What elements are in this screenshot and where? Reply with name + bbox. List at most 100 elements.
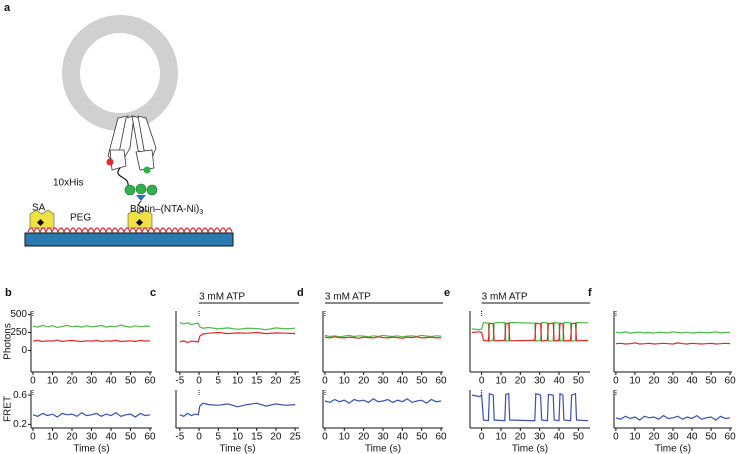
x-tick-label: 0 <box>613 432 619 443</box>
annotation: 3 mM ATP <box>199 292 245 303</box>
linker <box>117 167 129 187</box>
x-tick-label: 10 <box>629 376 641 387</box>
x-tick-label: 0 <box>196 376 202 387</box>
x-tick-label: 50 <box>573 432 585 443</box>
annotation: 3 mM ATP <box>325 292 371 303</box>
y-tick-label: 0.6 <box>13 390 27 401</box>
y-tick-label: 0.2 <box>13 419 27 430</box>
vesicle <box>62 15 178 131</box>
panel-label: c <box>150 287 156 299</box>
x-tick-label: 0 <box>479 432 485 443</box>
x-tick-label: 30 <box>377 376 389 387</box>
trace <box>32 411 151 418</box>
x-tick-label: 20 <box>66 376 78 387</box>
x-tick-label: 20 <box>358 376 370 387</box>
label-subscript: 3 <box>199 209 203 216</box>
x-tick-label: 25 <box>290 432 302 443</box>
x-tick-label: 0 <box>196 432 202 443</box>
x-tick-label: 10 <box>495 432 507 443</box>
label: SA <box>32 203 46 214</box>
y-tick-label: 250 <box>10 327 27 338</box>
green-dye <box>143 166 151 174</box>
x-tick-label: 10 <box>629 432 641 443</box>
x-label: Time (s) <box>73 444 109 454</box>
x-tick-label: 40 <box>105 376 117 387</box>
x-label: Time (s) <box>365 444 401 454</box>
x-tick-label: 50 <box>416 376 428 387</box>
x-tick-label: 10 <box>232 376 244 387</box>
surface <box>24 232 234 247</box>
trace <box>32 324 151 329</box>
y-tick-label: 0 <box>21 345 27 356</box>
label: 10xHis <box>53 178 84 189</box>
x-label: Time (s) <box>512 444 548 454</box>
trace <box>179 402 296 417</box>
trace <box>471 322 589 342</box>
x-tick-label: -5 <box>175 432 184 443</box>
trace <box>615 414 731 421</box>
x-label: Time (s) <box>219 444 255 454</box>
x-tick-label: 20 <box>270 432 282 443</box>
x-tick-label: 50 <box>706 432 718 443</box>
x-tick-label: 60 <box>725 432 737 443</box>
x-tick-label: 5 <box>216 432 222 443</box>
peg <box>27 227 233 234</box>
panel-label: d <box>297 287 304 299</box>
x-tick-label: 60 <box>144 432 156 443</box>
x-tick-label: 40 <box>553 432 565 443</box>
y-label: Photons <box>3 323 14 360</box>
x-tick-label: 50 <box>573 376 585 387</box>
streptavidin <box>29 209 55 229</box>
x-tick-label: 10 <box>339 432 351 443</box>
label: Biotin–(NTA-Ni)3 <box>130 204 203 216</box>
x-tick-label: 0 <box>30 376 36 387</box>
x-tick-label: 40 <box>553 376 565 387</box>
trace <box>324 334 442 338</box>
x-label: Time (s) <box>655 444 691 454</box>
x-tick-label: 30 <box>86 432 98 443</box>
x-tick-label: 30 <box>667 432 679 443</box>
x-tick-label: 20 <box>648 376 660 387</box>
protein <box>107 115 157 171</box>
x-tick-label: 10 <box>495 376 507 387</box>
y-tick-label: 500 <box>10 309 27 320</box>
biotin <box>135 218 144 227</box>
x-tick-label: 15 <box>251 376 263 387</box>
x-tick-label: 30 <box>667 376 679 387</box>
label: PEG <box>70 213 91 224</box>
x-tick-label: 20 <box>270 376 282 387</box>
x-tick-label: 50 <box>416 432 428 443</box>
x-tick-label: 0 <box>479 376 485 387</box>
trace <box>324 398 442 404</box>
x-tick-label: 20 <box>358 432 370 443</box>
panel-label: e <box>444 287 450 299</box>
trace <box>615 331 731 334</box>
knot <box>136 195 146 201</box>
x-tick-label: 30 <box>377 432 389 443</box>
x-tick-label: 60 <box>436 376 448 387</box>
x-tick-label: 50 <box>125 376 137 387</box>
x-tick-label: 0 <box>322 432 328 443</box>
trace <box>179 321 296 331</box>
x-tick-label: 25 <box>290 376 302 387</box>
x-tick-label: 40 <box>397 432 409 443</box>
x-tick-label: 20 <box>515 432 527 443</box>
x-tick-label: 60 <box>144 376 156 387</box>
x-tick-label: 0 <box>613 376 619 387</box>
panel-label: a <box>4 2 11 14</box>
red-dye <box>106 158 114 166</box>
x-tick-label: 0 <box>322 376 328 387</box>
x-tick-label: 10 <box>232 432 244 443</box>
x-tick-label: 50 <box>706 376 718 387</box>
annotation: 3 mM ATP <box>482 292 528 303</box>
x-tick-label: 15 <box>251 432 263 443</box>
x-tick-label: 60 <box>436 432 448 443</box>
x-tick-label: 40 <box>686 376 698 387</box>
x-tick-label: 40 <box>105 432 117 443</box>
x-tick-label: 50 <box>125 432 137 443</box>
panel-label: b <box>5 287 12 299</box>
trace <box>615 342 731 345</box>
x-tick-label: 30 <box>534 432 546 443</box>
